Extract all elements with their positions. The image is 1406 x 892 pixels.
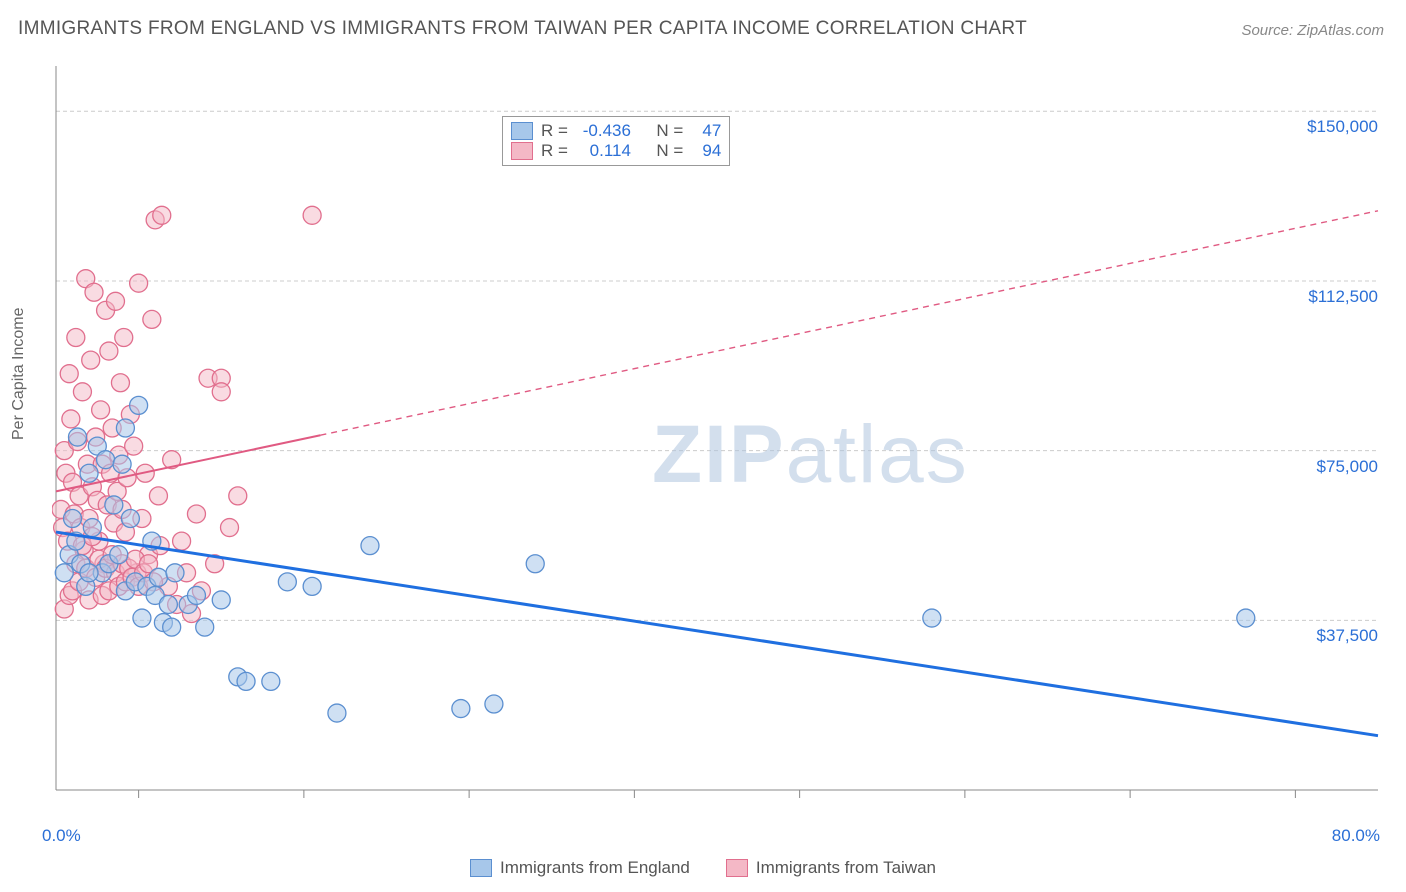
scatter-chart [52, 58, 1382, 818]
legend-item-england: Immigrants from England [470, 858, 690, 878]
stats-row-england: R = -0.436 N = 47 [511, 121, 721, 141]
y-grid-label: $112,500 [1308, 287, 1378, 307]
stats-legend: R = -0.436 N = 47 R = 0.114 N = 94 [502, 116, 730, 166]
bottom-legend: Immigrants from England Immigrants from … [0, 858, 1406, 878]
x-max-label: 80.0% [1332, 826, 1380, 846]
swatch-england-icon [470, 859, 492, 877]
source-label: Source: ZipAtlas.com [1241, 22, 1384, 39]
y-grid-label: $75,000 [1317, 457, 1378, 477]
y-grid-label: $150,000 [1307, 117, 1378, 137]
chart-title: IMMIGRANTS FROM ENGLAND VS IMMIGRANTS FR… [18, 18, 1027, 40]
stats-row-taiwan: R = 0.114 N = 94 [511, 141, 721, 161]
legend-item-taiwan: Immigrants from Taiwan [726, 858, 936, 878]
swatch-england [511, 122, 533, 140]
swatch-taiwan [511, 142, 533, 160]
y-grid-label: $37,500 [1317, 626, 1378, 646]
y-axis-label: Per Capita Income [10, 307, 28, 440]
swatch-taiwan-icon [726, 859, 748, 877]
chart-area: ZIPatlas R = -0.436 N = 47 R = 0.114 N =… [52, 58, 1382, 818]
x-min-label: 0.0% [42, 826, 81, 846]
